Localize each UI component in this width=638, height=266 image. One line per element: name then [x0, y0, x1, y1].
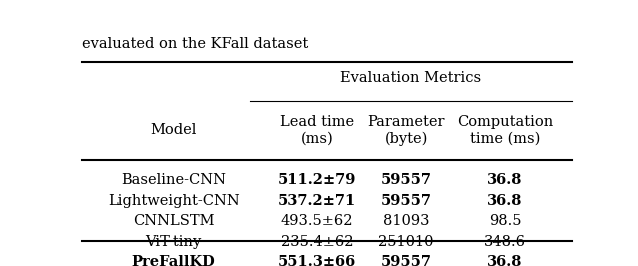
- Text: 235.4±62: 235.4±62: [281, 235, 353, 249]
- Text: evaluated on the KFall dataset: evaluated on the KFall dataset: [82, 37, 308, 51]
- Text: ViT-tiny: ViT-tiny: [145, 235, 202, 249]
- Text: Evaluation Metrics: Evaluation Metrics: [341, 71, 482, 85]
- Text: 59557: 59557: [381, 194, 431, 208]
- Text: Lightweight-CNN: Lightweight-CNN: [108, 194, 240, 208]
- Text: 537.2±71: 537.2±71: [278, 194, 356, 208]
- Text: 81093: 81093: [383, 214, 429, 228]
- Text: 36.8: 36.8: [487, 194, 523, 208]
- Text: PreFallKD: PreFallKD: [132, 255, 216, 266]
- Text: 493.5±62: 493.5±62: [281, 214, 353, 228]
- Text: 59557: 59557: [381, 173, 431, 188]
- Text: 251010: 251010: [378, 235, 434, 249]
- Text: Computation
time (ms): Computation time (ms): [457, 115, 553, 145]
- Text: Baseline-CNN: Baseline-CNN: [121, 173, 226, 188]
- Text: 511.2±79: 511.2±79: [278, 173, 356, 188]
- Text: Parameter
(byte): Parameter (byte): [367, 115, 445, 146]
- Text: 98.5: 98.5: [489, 214, 521, 228]
- Text: 348.6: 348.6: [484, 235, 526, 249]
- Text: 59557: 59557: [381, 255, 431, 266]
- Text: Model: Model: [151, 123, 197, 137]
- Text: 36.8: 36.8: [487, 255, 523, 266]
- Text: 36.8: 36.8: [487, 173, 523, 188]
- Text: CNNLSTM: CNNLSTM: [133, 214, 214, 228]
- Text: 551.3±66: 551.3±66: [278, 255, 356, 266]
- Text: Lead time
(ms): Lead time (ms): [280, 115, 354, 145]
